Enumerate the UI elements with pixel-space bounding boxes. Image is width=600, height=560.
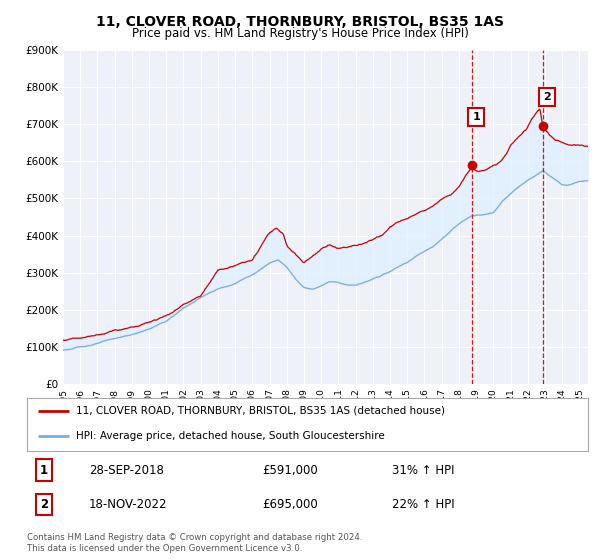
Text: 2: 2 [544,92,551,102]
Text: 1: 1 [40,464,48,477]
Text: 28-SEP-2018: 28-SEP-2018 [89,464,164,477]
Text: 2: 2 [40,498,48,511]
Text: £591,000: £591,000 [263,464,319,477]
Text: 11, CLOVER ROAD, THORNBURY, BRISTOL, BS35 1AS (detached house): 11, CLOVER ROAD, THORNBURY, BRISTOL, BS3… [76,406,445,416]
Text: 22% ↑ HPI: 22% ↑ HPI [392,498,454,511]
Text: 18-NOV-2022: 18-NOV-2022 [89,498,167,511]
Text: 31% ↑ HPI: 31% ↑ HPI [392,464,454,477]
Text: Price paid vs. HM Land Registry's House Price Index (HPI): Price paid vs. HM Land Registry's House … [131,27,469,40]
Text: £695,000: £695,000 [263,498,319,511]
Text: 11, CLOVER ROAD, THORNBURY, BRISTOL, BS35 1AS: 11, CLOVER ROAD, THORNBURY, BRISTOL, BS3… [96,15,504,29]
Text: HPI: Average price, detached house, South Gloucestershire: HPI: Average price, detached house, Sout… [76,431,385,441]
Text: Contains HM Land Registry data © Crown copyright and database right 2024.
This d: Contains HM Land Registry data © Crown c… [27,533,362,553]
Text: 1: 1 [472,111,480,122]
